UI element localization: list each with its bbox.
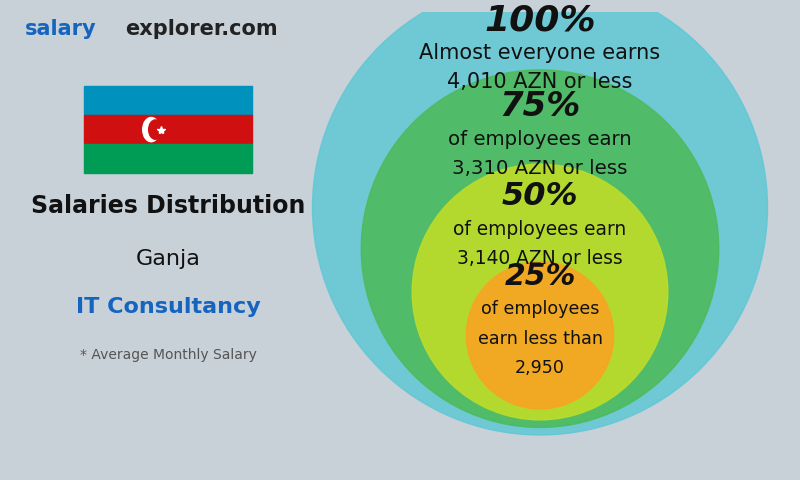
Text: 3,310 AZN or less: 3,310 AZN or less xyxy=(452,159,628,178)
Circle shape xyxy=(142,118,160,142)
Bar xyxy=(84,86,252,115)
Circle shape xyxy=(362,70,718,427)
Circle shape xyxy=(149,120,162,139)
Circle shape xyxy=(412,164,668,420)
Text: salary: salary xyxy=(25,19,96,39)
Text: of employees earn: of employees earn xyxy=(448,130,632,149)
Text: Almost everyone earns: Almost everyone earns xyxy=(419,43,661,62)
Text: Salaries Distribution: Salaries Distribution xyxy=(31,194,305,218)
Text: of employees earn: of employees earn xyxy=(454,220,626,239)
Text: 4,010 AZN or less: 4,010 AZN or less xyxy=(447,72,633,92)
Text: 25%: 25% xyxy=(504,263,576,291)
Text: explorer.com: explorer.com xyxy=(126,19,278,39)
Text: 100%: 100% xyxy=(484,3,596,37)
Text: 50%: 50% xyxy=(502,181,578,212)
Text: IT Consultancy: IT Consultancy xyxy=(76,297,260,317)
Text: 2,950: 2,950 xyxy=(515,359,565,377)
Text: 3,140 AZN or less: 3,140 AZN or less xyxy=(457,249,623,268)
Bar xyxy=(84,144,252,173)
Text: earn less than: earn less than xyxy=(478,330,602,348)
Bar xyxy=(84,115,252,144)
Text: * Average Monthly Salary: * Average Monthly Salary xyxy=(79,348,257,362)
Text: of employees: of employees xyxy=(481,300,599,318)
Circle shape xyxy=(466,262,614,409)
Text: Ganja: Ganja xyxy=(135,249,201,269)
Text: 75%: 75% xyxy=(499,90,581,123)
Circle shape xyxy=(313,0,767,435)
